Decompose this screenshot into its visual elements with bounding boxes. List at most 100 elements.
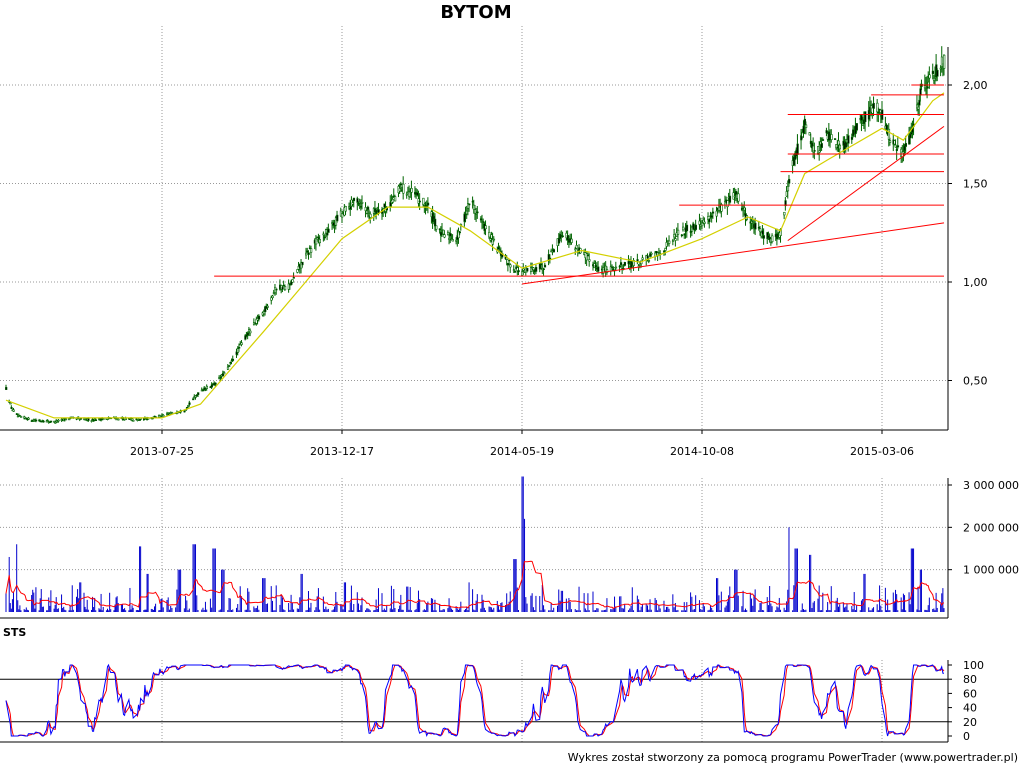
price-candle	[606, 266, 609, 275]
price-candle	[540, 257, 543, 270]
price-candle	[703, 217, 706, 228]
price-candle	[318, 235, 321, 247]
price-candle	[881, 101, 884, 124]
price-candle	[850, 133, 854, 144]
price-candle	[292, 272, 295, 279]
price-candle	[888, 137, 892, 146]
price-candle	[457, 227, 460, 244]
price-candle	[12, 407, 15, 412]
sts-y-tick-label: 40	[963, 702, 977, 715]
price-candle	[784, 197, 787, 211]
price-candle	[35, 418, 38, 423]
price-candle	[532, 267, 535, 275]
price-candle	[641, 254, 644, 261]
price-candle	[508, 259, 511, 266]
price-candle	[796, 134, 799, 165]
price-candle	[542, 267, 545, 276]
price-candle	[632, 258, 635, 271]
price-candle	[291, 279, 294, 284]
price-candle	[249, 328, 252, 337]
price-candle	[476, 206, 479, 219]
price-candle	[895, 145, 898, 160]
volume-y-tick-label: 3 000 000	[963, 479, 1019, 492]
price-candle	[887, 123, 891, 147]
price-candle	[451, 234, 454, 242]
price-candle	[783, 211, 786, 220]
price-candle	[405, 191, 409, 199]
price-candle	[623, 261, 626, 267]
price-candle	[647, 259, 651, 264]
price-candle	[677, 223, 680, 241]
price-candle	[422, 197, 425, 207]
price-candle	[588, 253, 591, 267]
price-candle	[896, 136, 900, 150]
price-candle	[64, 418, 68, 421]
price-candle	[488, 225, 491, 240]
price-x-tick-label: 2015-03-06	[850, 445, 914, 458]
price-candle	[459, 223, 463, 231]
price-candle	[575, 240, 578, 249]
price-candle	[683, 232, 686, 239]
price-candle	[322, 231, 325, 242]
price-x-tick-label: 2014-05-19	[490, 445, 554, 458]
price-candle	[685, 220, 689, 238]
price-candle	[838, 143, 842, 159]
price-candle	[878, 108, 881, 115]
price-candle	[9, 402, 12, 405]
price-candle	[266, 303, 269, 311]
price-candle	[192, 397, 195, 401]
price-candle	[876, 99, 879, 122]
price-candle	[698, 213, 701, 230]
price-candle	[369, 211, 372, 224]
price-candle	[837, 132, 840, 153]
price-candle	[410, 180, 413, 200]
price-candle	[636, 253, 639, 265]
price-candle	[310, 245, 313, 258]
price-candle	[20, 415, 23, 418]
price-candle	[543, 262, 547, 268]
footer-credit: Wykres został stworzony za pomocą progra…	[567, 751, 1018, 764]
price-candle	[336, 210, 339, 223]
price-candle	[94, 418, 98, 422]
price-candle	[936, 68, 939, 82]
price-candle	[618, 264, 621, 273]
price-candle	[561, 231, 564, 238]
price-candle	[391, 195, 394, 204]
sts-label: STS	[3, 626, 26, 639]
price-candle	[517, 266, 520, 276]
sts-y-tick-label: 0	[963, 730, 970, 743]
volume-y-tick-label: 2 000 000	[963, 521, 1019, 534]
price-candle	[301, 261, 304, 268]
price-candle	[49, 420, 53, 423]
price-candle	[821, 137, 825, 141]
price-candle	[614, 261, 618, 272]
price-candle	[458, 230, 461, 236]
price-candle	[307, 250, 310, 260]
trendline	[787, 125, 945, 242]
price-candle	[602, 262, 605, 278]
price-candle	[5, 384, 8, 390]
price-candle	[341, 211, 344, 224]
price-candle	[171, 411, 174, 414]
price-candle	[694, 219, 697, 232]
price-candle	[323, 234, 326, 241]
price-candle	[197, 392, 200, 398]
price-candle	[238, 343, 241, 352]
price-candle	[426, 197, 430, 214]
price-candle	[402, 176, 405, 200]
price-candle	[132, 419, 135, 422]
price-candle	[117, 418, 120, 421]
price-candle	[830, 129, 833, 143]
price-candle	[855, 123, 858, 133]
price-candle	[872, 96, 875, 117]
price-candle	[366, 205, 370, 218]
price-candle	[10, 405, 13, 409]
price-y-tick-label: 1,00	[963, 276, 988, 289]
sts-y-tick-label: 60	[963, 687, 977, 700]
price-panel: 0,50 1,00 1,50 2,00 2013-07-25 2013-12-17 2014…	[0, 26, 988, 458]
price-x-tick-label: 2013-07-25	[130, 445, 194, 458]
price-candle	[296, 269, 299, 274]
price-candle	[281, 285, 284, 293]
